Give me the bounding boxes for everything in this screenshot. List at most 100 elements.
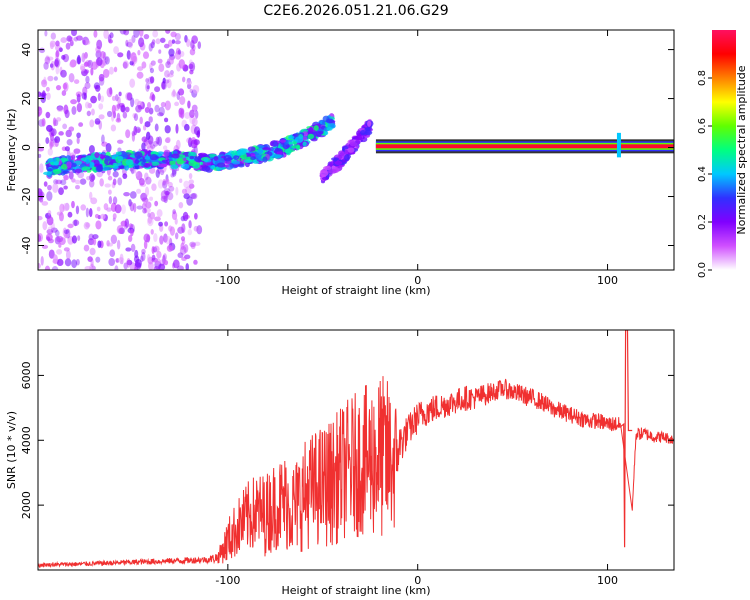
- heatmap-trace-cell: [52, 168, 62, 175]
- heatmap-noise-cell: [55, 84, 62, 91]
- heatmap-noise-cell: [119, 30, 127, 35]
- heatmap-noise-cell: [159, 169, 165, 176]
- heatmap-noise-cell: [152, 30, 159, 38]
- heatmap-noise-cell: [151, 254, 156, 261]
- heatmap-noise-cell: [157, 58, 163, 64]
- heatmap-noise-cell: [96, 206, 101, 212]
- heatmap-noise-cell: [130, 228, 134, 237]
- heatmap-noise-cell: [56, 249, 63, 255]
- heatmap-trace-cell: [367, 120, 372, 127]
- heatmap-noise-cell: [181, 76, 186, 83]
- heatmap-noise-cell: [104, 56, 110, 65]
- heatmap-noise-cell: [129, 52, 137, 63]
- heatmap-trace-cell: [288, 135, 295, 140]
- heatmap-noise-cell: [38, 91, 42, 98]
- heatmap-noise-cell: [141, 197, 149, 203]
- heatmap-noise-cell: [114, 265, 119, 270]
- heatmap-noise-cell: [48, 249, 55, 259]
- heatmap-noise-cell: [62, 82, 68, 90]
- heatmap-noise-cell: [168, 57, 174, 65]
- heatmap-trace-cell: [60, 157, 68, 163]
- heatmap-noise-cell: [55, 40, 60, 47]
- heatmap-trace-cell: [169, 160, 176, 166]
- heatmap-noise-cell: [111, 104, 116, 115]
- heatmap-noise-cell: [96, 170, 104, 178]
- heatmap-trace-cell: [189, 155, 195, 160]
- heatmap-trace-cell: [115, 151, 122, 156]
- heatmap-trace-cell: [328, 168, 337, 174]
- heatmap-noise-cell: [129, 78, 136, 88]
- heatmap-noise-cell: [109, 66, 114, 75]
- heatmap-noise-cell: [171, 39, 176, 44]
- heatmap-noise-cell: [108, 196, 113, 205]
- heatmap-noise-cell: [64, 232, 68, 239]
- heatmap-noise-cell: [92, 237, 97, 246]
- heatmap-noise-cell: [146, 102, 152, 109]
- heatmap-noise-cell: [154, 200, 159, 207]
- colorbar: 0.0 0.2 0.4 0.6 0.8 Normalized spectral ampl…: [697, 30, 748, 278]
- heatmap-noise-cell: [165, 235, 172, 245]
- heatmap-y-tick-label: 0: [20, 144, 33, 151]
- heatmap-noise-cell: [163, 233, 168, 243]
- heatmap-trace-cell: [94, 152, 100, 159]
- heatmap-noise-cell: [135, 170, 143, 181]
- heatmap-noise-cell: [45, 54, 50, 63]
- heatmap-noise-cell: [114, 204, 122, 214]
- heatmap-noise-cell: [102, 68, 110, 79]
- heatmap-noise-cell: [145, 82, 150, 92]
- heatmap-noise-cell: [38, 153, 42, 159]
- heatmap-noise-cell: [52, 138, 58, 143]
- heatmap-trace-cell: [364, 127, 371, 132]
- heatmap-noise-cell: [175, 186, 179, 196]
- heatmap-noise-cell: [110, 124, 117, 132]
- heatmap-noise-cell: [167, 73, 174, 78]
- heatmap-noise-cell: [137, 66, 144, 71]
- heatmap-noise-cell: [135, 171, 139, 177]
- heatmap-noise-cell: [54, 57, 61, 68]
- heatmap-noise-cell: [96, 39, 103, 50]
- heatmap-trace-cell: [323, 165, 332, 171]
- snr-y-ticks: 2000 4000 6000: [20, 361, 674, 519]
- heatmap-noise-cell: [73, 79, 80, 84]
- heatmap-noise-cell: [85, 39, 91, 45]
- heatmap-y-tick-label: 40: [20, 43, 33, 57]
- heatmap-noise-cell: [147, 216, 154, 227]
- heatmap-trace-cell: [62, 170, 70, 174]
- heatmap-noise-cell: [129, 60, 134, 66]
- heatmap-trace-cell: [157, 163, 167, 168]
- heatmap-noise-cell: [90, 108, 95, 116]
- heatmap-noise-cell: [186, 80, 192, 86]
- heatmap-noise-cell: [40, 256, 44, 266]
- heatmap-noise-cell: [141, 61, 147, 69]
- heatmap-noise-cell: [149, 67, 155, 74]
- heatmap-noise-cell: [149, 76, 155, 84]
- heatmap-noise-cell: [45, 111, 51, 119]
- heatmap-noise-cell: [93, 30, 98, 38]
- heatmap-noise-cell: [68, 72, 75, 83]
- heatmap-noise-cell: [177, 252, 184, 259]
- heatmap-noise-cell: [124, 218, 130, 228]
- heatmap-noise-cell: [108, 257, 116, 267]
- heatmap-noise-cell: [71, 200, 75, 209]
- heatmap-noise-cell: [78, 122, 84, 127]
- heatmap-noise-cell: [64, 258, 72, 267]
- heatmap-noise-cell: [147, 76, 154, 85]
- heatmap-noise-cell: [89, 119, 95, 128]
- heatmap-noise-cell: [116, 239, 121, 250]
- heatmap-noise-cell: [51, 266, 59, 270]
- heatmap-noise-cell: [87, 238, 95, 246]
- heatmap-noise-cell: [38, 147, 45, 152]
- heatmap-noise-cell: [90, 174, 96, 181]
- heatmap-trace-cell: [308, 126, 314, 134]
- heatmap-y-tick-label: -20: [20, 188, 33, 206]
- heatmap-trace-cell: [223, 154, 232, 162]
- heatmap-noise-cell: [76, 102, 82, 113]
- heatmap-noise-cell: [55, 64, 60, 75]
- heatmap-noise-cell: [52, 183, 59, 193]
- heatmap-y-tick-label: -40: [20, 237, 33, 255]
- heatmap-noise-cell: [107, 175, 113, 181]
- heatmap-trace-cell: [302, 136, 308, 141]
- heatmap-panel: -100 0 100 -40 -20 0 20 40 Height of straight …: [5, 29, 675, 297]
- heatmap-noise-cell: [98, 73, 105, 82]
- heatmap-noise-cell: [190, 39, 195, 50]
